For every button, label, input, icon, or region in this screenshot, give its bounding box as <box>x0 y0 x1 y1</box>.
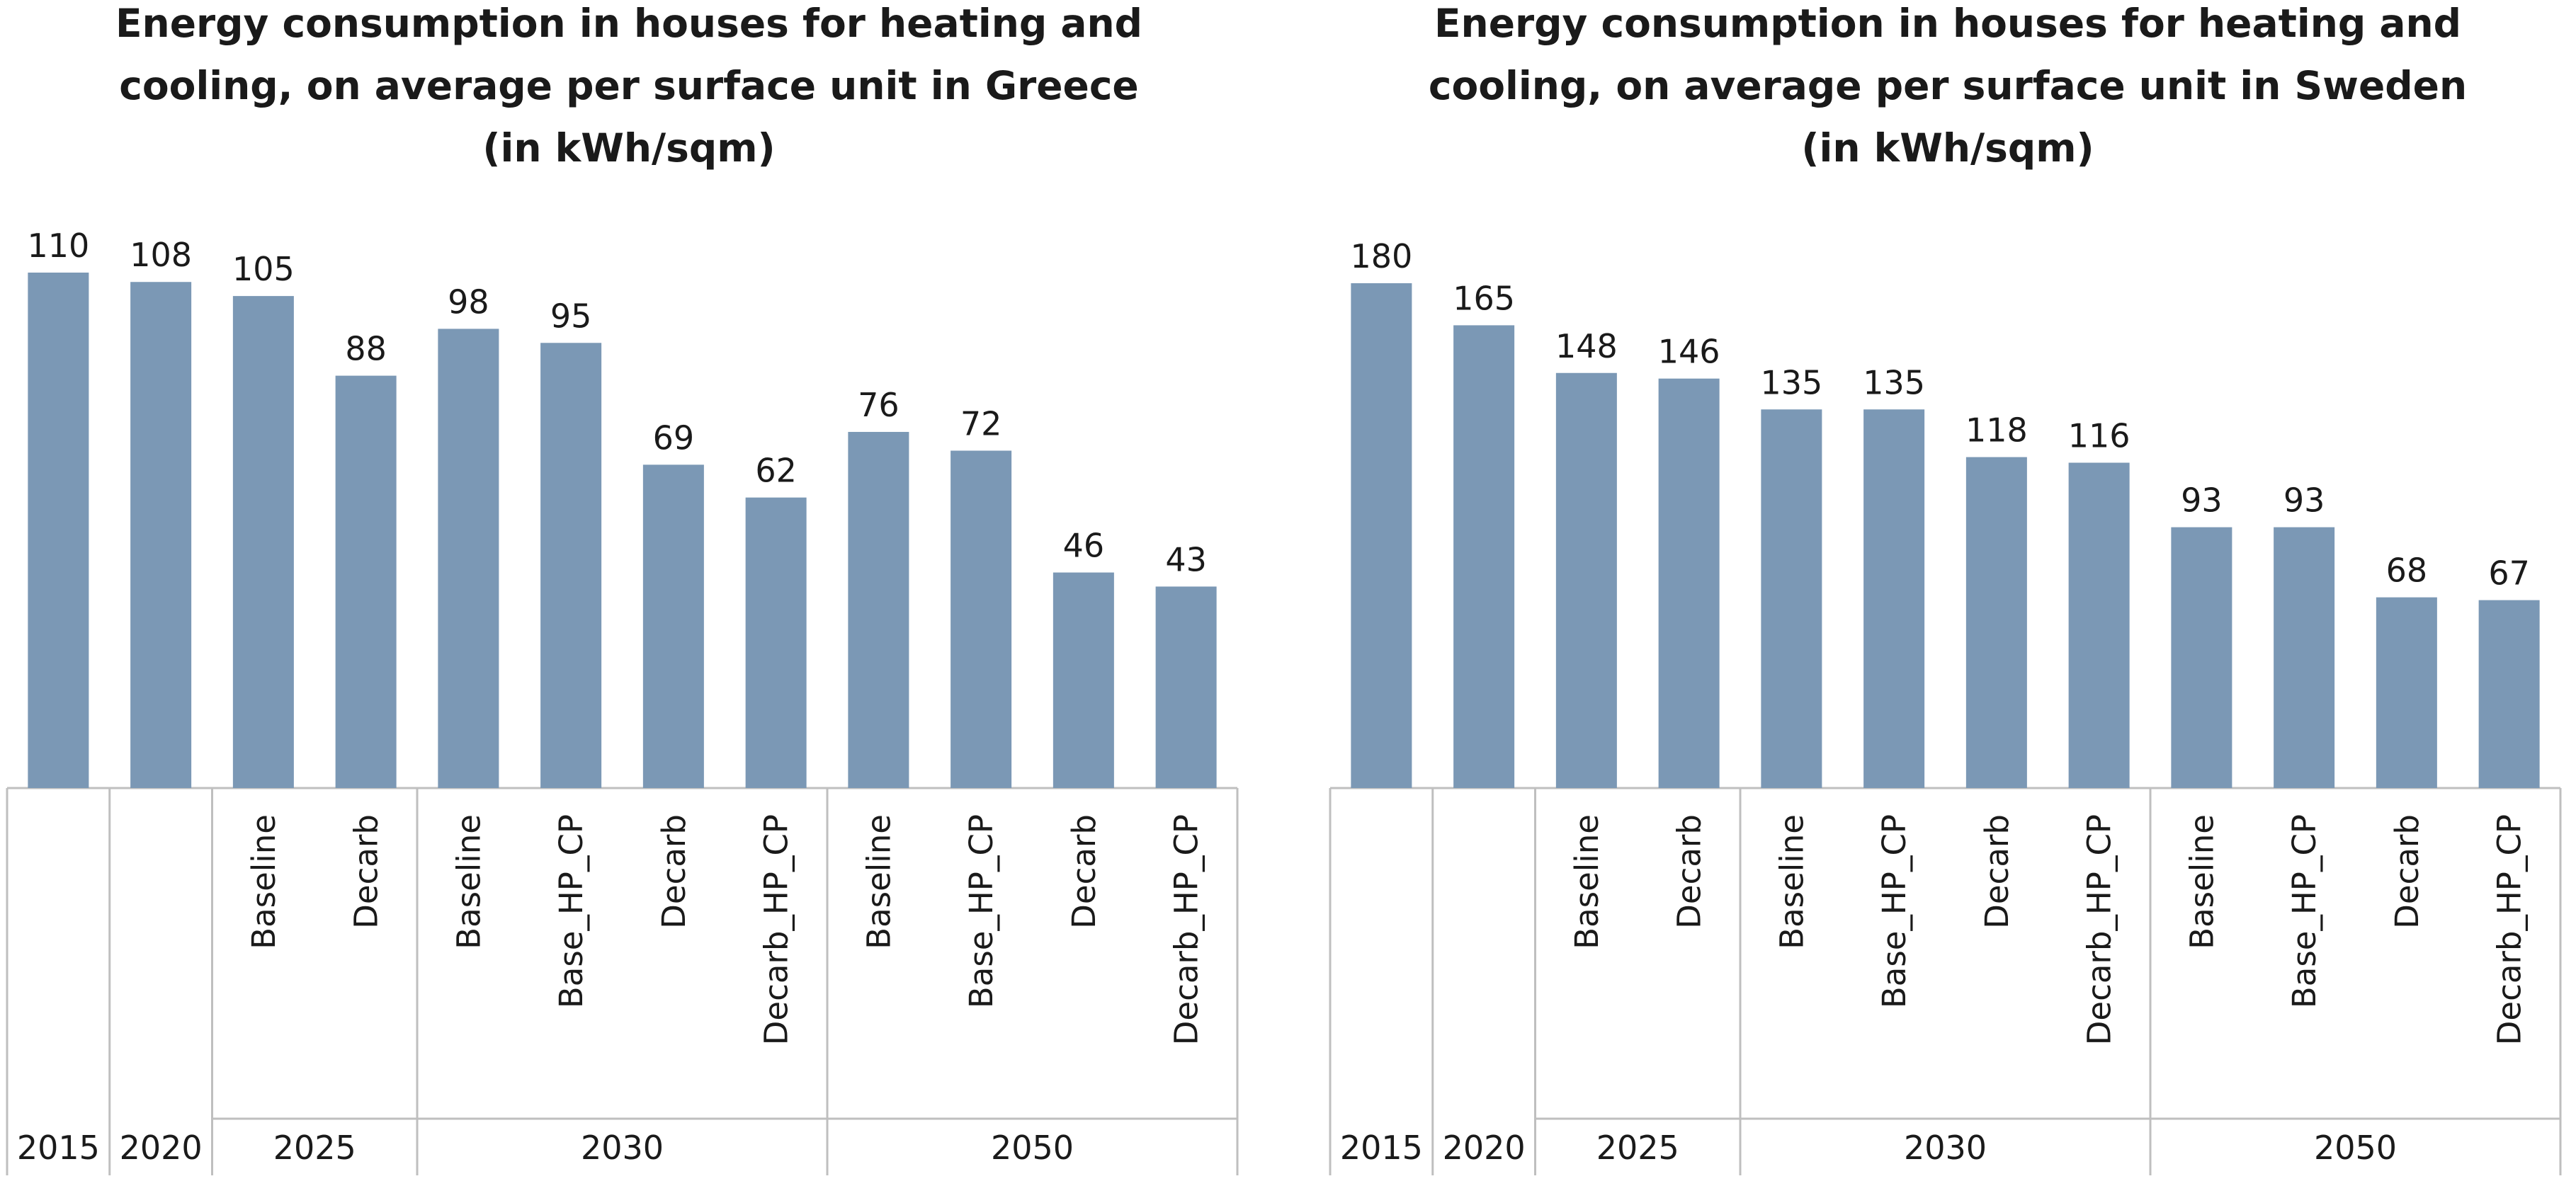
bar <box>642 464 704 788</box>
group-label: 2050 <box>2314 1129 2397 1167</box>
data-label: 69 <box>653 418 695 457</box>
data-label: 118 <box>1965 411 2028 450</box>
bar <box>2478 600 2540 788</box>
data-label: 93 <box>2283 481 2325 520</box>
category-label: Baseline <box>245 814 283 949</box>
category-label: Baseline <box>1773 814 1810 949</box>
category-label: Decarb <box>348 814 385 929</box>
group-label: 2020 <box>120 1129 203 1167</box>
chart-panel-1: Energy consumption in houses for heating… <box>6 1 1239 1175</box>
chart-title-line: Energy consumption in houses for heating… <box>1434 1 2461 46</box>
chart-title-line: (in kWh/sqm) <box>1801 125 2094 171</box>
chart-panel-2: Energy consumption in houses for heating… <box>1329 1 2562 1175</box>
data-label: 67 <box>2488 554 2530 593</box>
bar <box>2274 527 2335 788</box>
category-label: Decarb_HP_CP <box>2491 814 2529 1045</box>
bar <box>1052 572 1114 788</box>
data-label: 135 <box>1760 363 1822 401</box>
category-label: Decarb <box>1065 814 1103 929</box>
category-label: Decarb <box>1671 814 1708 929</box>
group-label: 2050 <box>991 1129 1074 1167</box>
bar <box>2171 527 2232 788</box>
data-label: 165 <box>1453 279 1515 317</box>
group-label: 2030 <box>581 1129 664 1167</box>
category-label: Baseline <box>860 814 897 949</box>
category-label: Decarb_HP_CP <box>2081 814 2118 1045</box>
bar <box>1863 409 1925 788</box>
bar <box>1965 457 2027 788</box>
data-label: 116 <box>2068 417 2130 455</box>
data-label: 146 <box>1658 333 1720 371</box>
bar <box>2376 597 2437 788</box>
bar <box>1658 378 1720 788</box>
bar <box>438 329 499 788</box>
data-label: 43 <box>1165 540 1207 578</box>
bar <box>1761 409 1822 788</box>
bar <box>28 273 89 788</box>
data-label: 108 <box>130 236 192 274</box>
group-label: 2025 <box>273 1129 356 1167</box>
data-label: 76 <box>858 386 900 424</box>
data-label: 93 <box>2181 481 2223 520</box>
data-label: 95 <box>550 297 592 335</box>
data-label: 62 <box>755 452 797 490</box>
chart-title-line: cooling, on average per surface unit in … <box>1429 63 2467 108</box>
bar <box>1351 283 1412 788</box>
bar <box>2068 462 2130 788</box>
bar <box>335 375 397 788</box>
data-label: 72 <box>960 404 1002 443</box>
bar <box>130 282 192 789</box>
category-label: Decarb <box>2388 814 2426 929</box>
category-label: Decarb_HP_CP <box>758 814 795 1045</box>
bar <box>540 343 602 789</box>
category-label: Base_HP_CP <box>963 814 1000 1008</box>
category-label: Baseline <box>2183 814 2220 949</box>
category-label: Base_HP_CP <box>2286 814 2323 1008</box>
bar <box>951 450 1012 788</box>
data-label: 148 <box>1555 327 1618 365</box>
bar <box>232 296 294 788</box>
bar <box>745 497 807 788</box>
data-label: 105 <box>232 250 295 288</box>
category-label: Baseline <box>450 814 487 949</box>
data-label: 110 <box>27 227 89 265</box>
data-label: 135 <box>1863 363 1925 401</box>
category-label: Baseline <box>1568 814 1606 949</box>
group-label: 2015 <box>17 1129 100 1167</box>
group-label: 2015 <box>1340 1129 1423 1167</box>
bar <box>1155 586 1217 788</box>
category-label: Decarb <box>1978 814 2016 929</box>
data-label: 88 <box>345 330 387 368</box>
category-label: Decarb_HP_CP <box>1168 814 1205 1045</box>
category-label: Decarb <box>655 814 693 929</box>
chart-title-line: cooling, on average per surface unit in … <box>119 63 1138 108</box>
chart-title-line: (in kWh/sqm) <box>482 125 775 171</box>
bar <box>848 432 909 788</box>
group-label: 2030 <box>1904 1129 1987 1167</box>
category-label: Base_HP_CP <box>552 814 590 1008</box>
bar <box>1453 325 1515 789</box>
data-label: 180 <box>1350 237 1412 275</box>
data-label: 68 <box>2386 552 2428 590</box>
data-label: 98 <box>448 283 489 321</box>
bar <box>1555 372 1617 788</box>
group-label: 2020 <box>1443 1129 1526 1167</box>
data-label: 46 <box>1063 527 1105 565</box>
chart-title-line: Energy consumption in houses for heating… <box>115 1 1142 46</box>
group-label: 2025 <box>1596 1129 1679 1167</box>
category-label: Base_HP_CP <box>1876 814 1913 1008</box>
